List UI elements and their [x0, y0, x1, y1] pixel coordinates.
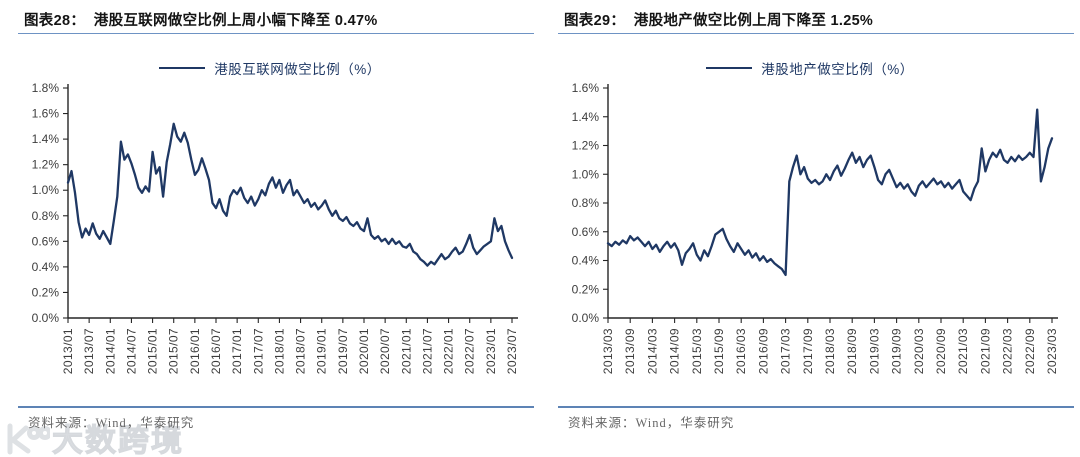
svg-text:2014/03: 2014/03: [645, 328, 659, 374]
svg-text:0.8%: 0.8%: [572, 196, 600, 210]
svg-text:2021/09: 2021/09: [978, 328, 992, 374]
svg-text:2023/07: 2023/07: [505, 328, 519, 374]
svg-text:2014/07: 2014/07: [124, 328, 138, 374]
figure-panel-28: 图表28： 港股互联网做空比例上周小幅下降至 0.47% 港股互联网做空比例（%…: [0, 13, 540, 430]
svg-text:2020/01: 2020/01: [357, 328, 371, 374]
svg-text:2018/07: 2018/07: [294, 328, 308, 374]
chart-legend: 港股地产做空比例（%）: [540, 58, 1080, 78]
svg-text:2013/07: 2013/07: [82, 328, 96, 374]
svg-text:1.8%: 1.8%: [32, 81, 60, 95]
svg-text:2018/03: 2018/03: [823, 328, 837, 374]
svg-text:2016/03: 2016/03: [734, 328, 748, 374]
svg-text:2021/03: 2021/03: [956, 328, 970, 374]
svg-text:2017/09: 2017/09: [801, 328, 815, 374]
svg-text:1.4%: 1.4%: [32, 132, 60, 146]
svg-text:2020/07: 2020/07: [378, 328, 392, 374]
svg-text:0.4%: 0.4%: [32, 260, 60, 274]
svg-text:2014/09: 2014/09: [668, 328, 682, 374]
svg-text:2021/07: 2021/07: [420, 328, 434, 374]
svg-text:2013/09: 2013/09: [623, 328, 637, 374]
chart-legend: 港股互联网做空比例（%）: [0, 58, 540, 78]
watermark-text: 大数跨境: [52, 423, 184, 457]
svg-text:2021/01: 2021/01: [399, 328, 413, 374]
svg-text:2015/03: 2015/03: [690, 328, 704, 374]
svg-text:1.2%: 1.2%: [32, 158, 60, 172]
source-divider: [18, 406, 534, 408]
legend-line-swatch: [159, 66, 206, 70]
svg-text:0.4%: 0.4%: [572, 254, 600, 268]
svg-text:2013/03: 2013/03: [601, 328, 615, 374]
svg-text:2018/01: 2018/01: [272, 328, 286, 374]
svg-text:2022/03: 2022/03: [1001, 328, 1015, 374]
svg-text:2023/01: 2023/01: [484, 328, 498, 374]
source-note: 资料来源：Wind，华泰研究: [28, 416, 195, 430]
figure-title: 图表28： 港股互联网做空比例上周小幅下降至 0.47%: [24, 13, 378, 29]
svg-text:2017/03: 2017/03: [779, 328, 793, 374]
svg-text:2020/09: 2020/09: [934, 328, 948, 374]
watermark-logo-icon: [7, 423, 50, 454]
svg-text:0.0%: 0.0%: [32, 311, 60, 325]
svg-text:2020/03: 2020/03: [912, 328, 926, 374]
svg-text:2015/09: 2015/09: [712, 328, 726, 374]
property-short-ratio-line-chart: 0.0% 0.2% 0.4% 0.6% 0.8% 1.0% 1.2% 1.4% 1.6% 2013…: [572, 81, 1059, 374]
svg-text:2015/01: 2015/01: [146, 328, 160, 374]
svg-text:2014/01: 2014/01: [103, 328, 117, 374]
svg-text:2023/03: 2023/03: [1045, 328, 1059, 374]
svg-text:1.2%: 1.2%: [572, 139, 600, 153]
svg-text:1.6%: 1.6%: [32, 107, 60, 121]
svg-text:0.0%: 0.0%: [572, 311, 600, 325]
watermark: 大数跨境: [4, 415, 184, 457]
internet-short-ratio-line-chart: 0.0% 0.2% 0.4% 0.6% 0.8% 1.0% 1.2% 1.4% 1.6% 1.8%…: [32, 81, 519, 374]
figure-panel-29: 图表29： 港股地产做空比例上周下降至 1.25% 港股地产做空比例（%） 0.…: [540, 0, 1080, 457]
svg-text:2018/09: 2018/09: [845, 328, 859, 374]
svg-text:2015/07: 2015/07: [167, 328, 181, 374]
svg-text:2016/01: 2016/01: [188, 328, 202, 374]
svg-text:1.4%: 1.4%: [572, 110, 600, 124]
legend-label: 港股地产做空比例（%）: [761, 62, 914, 77]
svg-text:2019/01: 2019/01: [315, 328, 329, 374]
svg-text:2019/03: 2019/03: [867, 328, 881, 374]
svg-text:2017/01: 2017/01: [230, 328, 244, 374]
svg-text:2016/09: 2016/09: [756, 328, 770, 374]
svg-text:2022/07: 2022/07: [463, 328, 477, 374]
svg-text:0.6%: 0.6%: [572, 225, 600, 239]
source-divider: [558, 406, 1074, 408]
title-underline: [18, 33, 534, 34]
svg-text:0.8%: 0.8%: [32, 209, 60, 223]
legend-line-swatch: [706, 66, 753, 70]
figure-title: 图表29： 港股地产做空比例上周下降至 1.25%: [564, 13, 874, 29]
legend-label: 港股互联网做空比例（%）: [214, 62, 381, 77]
svg-text:1.6%: 1.6%: [572, 81, 600, 95]
svg-text:0.2%: 0.2%: [32, 285, 60, 299]
svg-text:2019/07: 2019/07: [336, 328, 350, 374]
svg-text:2022/09: 2022/09: [1023, 328, 1037, 374]
svg-text:2017/07: 2017/07: [251, 328, 265, 374]
svg-text:2013/01: 2013/01: [61, 328, 75, 374]
svg-text:1.0%: 1.0%: [32, 183, 60, 197]
svg-text:2016/07: 2016/07: [209, 328, 223, 374]
svg-text:0.6%: 0.6%: [32, 234, 60, 248]
svg-text:2022/01: 2022/01: [442, 328, 456, 374]
source-note: 资料来源：Wind，华泰研究: [568, 416, 735, 430]
svg-text:2019/09: 2019/09: [890, 328, 904, 374]
svg-text:1.0%: 1.0%: [572, 167, 600, 181]
svg-text:0.2%: 0.2%: [572, 282, 600, 296]
title-underline: [558, 33, 1074, 34]
